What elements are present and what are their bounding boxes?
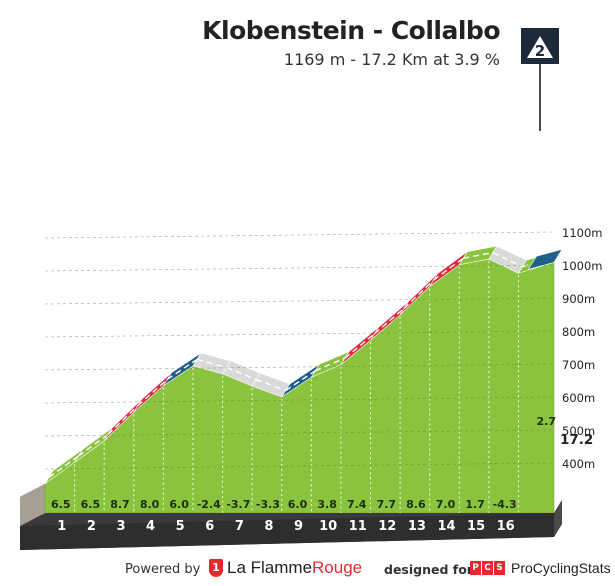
km-label: 4 xyxy=(146,519,155,534)
gradient-label: 7.0 xyxy=(436,498,456,511)
ribbon-centerline-14 xyxy=(433,257,464,281)
km-label: 5 xyxy=(176,519,185,534)
footer: Powered by 1 La FlammeRouge designed for… xyxy=(0,556,615,582)
profile-front-face xyxy=(44,258,555,514)
y-tick-label: 900m xyxy=(562,292,595,306)
ribbon-centerline-3 xyxy=(107,405,139,435)
km-label: 9 xyxy=(294,519,303,534)
gradient-label: 8.7 xyxy=(110,498,130,511)
pcs-letter-p: P xyxy=(470,561,481,575)
labels-layer: 400m 500m 600m 700m 800m 900m 1000m 1100m 6.5 6.5… xyxy=(51,28,602,534)
gradient-label: -3.7 xyxy=(226,498,250,511)
profile-layer xyxy=(20,245,563,550)
ribbon-centerline-6 xyxy=(196,358,227,369)
ribbon-centerline-10 xyxy=(315,357,346,372)
altitude-gridline-700 xyxy=(44,363,555,371)
profile-left-side xyxy=(20,483,45,526)
altitude-gridline-1100 xyxy=(44,231,555,239)
km-label: 16 xyxy=(497,519,515,534)
km-label: 15 xyxy=(467,519,485,534)
climb-category-number: 2 xyxy=(535,42,545,60)
pcs-letter-s: S xyxy=(494,561,505,575)
gradient-label: -4.3 xyxy=(493,498,517,511)
altitude-gridline-900 xyxy=(44,297,555,305)
gradient-label: 3.8 xyxy=(317,498,337,511)
la-flamme-rouge-logo[interactable]: 1 La FlammeRouge xyxy=(209,558,362,578)
gradient-label: 8.0 xyxy=(140,498,160,511)
final-km-label: 17.2 xyxy=(560,432,593,448)
y-tick-label: 500m xyxy=(562,424,595,438)
ribbon-centerline-8 xyxy=(255,378,286,392)
gradient-label: 7.4 xyxy=(347,498,367,511)
altitude-gridline-500 xyxy=(44,429,555,437)
km-label: 8 xyxy=(264,519,273,534)
ribbon-centerline-2 xyxy=(78,433,109,457)
ribbon-centerline-4 xyxy=(137,378,168,407)
altitude-gridline-800 xyxy=(44,330,555,338)
altitude-gridline-1000 xyxy=(44,264,555,272)
gradient-label: -2.4 xyxy=(197,498,221,511)
km-label: 7 xyxy=(235,519,244,534)
la-flamme-rouge-name: La FlammeRouge xyxy=(227,558,362,578)
gradient-label: 6.0 xyxy=(169,498,189,511)
ribbon-centerline-5 xyxy=(166,358,198,380)
y-tick-label: 800m xyxy=(562,325,595,339)
gridlines xyxy=(44,231,555,513)
km-base-front xyxy=(20,513,554,550)
km-label: 6 xyxy=(205,519,214,534)
y-tick-label: 400m xyxy=(562,457,595,471)
km-base-side xyxy=(554,500,562,537)
gradient-label: 6.0 xyxy=(288,498,308,511)
ribbon-centerline-16 xyxy=(492,251,523,268)
procyclingstats-name: ProCyclingStats xyxy=(511,560,611,576)
km-label: 14 xyxy=(437,519,455,534)
km-label: 13 xyxy=(408,519,426,534)
altitude-gridline-400 xyxy=(44,462,555,470)
km-label: 3 xyxy=(116,519,125,534)
y-tick-label: 700m xyxy=(562,358,595,372)
chart-title: Klobenstein - Collalbo xyxy=(202,16,500,45)
gradient-label: 2.7 xyxy=(536,415,556,428)
gradient-label: 7.7 xyxy=(377,498,397,511)
gradient-label: 1.7 xyxy=(465,498,485,511)
ribbon-centerline-1 xyxy=(48,455,80,478)
mountain-triangle-icon xyxy=(527,36,553,58)
procyclingstats-logo[interactable]: P C S ProCyclingStats xyxy=(470,560,611,576)
ribbon-centerline-11 xyxy=(344,333,375,359)
ribbon-centerline-9 xyxy=(285,370,316,392)
ribbon-centerline-12 xyxy=(374,307,405,335)
ribbon-centerline-13 xyxy=(403,279,435,309)
gradient-label: 6.5 xyxy=(81,498,101,511)
pcs-letter-c: C xyxy=(482,561,493,575)
designed-for-label: designed for xyxy=(384,562,473,577)
powered-by-label: Powered by xyxy=(125,562,201,577)
km-label: 1 xyxy=(57,519,66,534)
y-tick-label: 600m xyxy=(562,391,595,405)
y-tick-label: 1000m xyxy=(562,259,602,273)
km-label: 11 xyxy=(349,519,367,534)
flamme-rouge-icon: 1 xyxy=(209,559,223,577)
chart-subtitle: 1169 m - 17.2 Km at 3.9 % xyxy=(283,50,500,69)
km-label: 10 xyxy=(319,519,337,534)
km-label: 12 xyxy=(378,519,396,534)
altitude-gridline-600 xyxy=(44,396,555,404)
lfr-name-part-a: La Flamme xyxy=(227,558,313,577)
gradient-label: 8.6 xyxy=(406,498,426,511)
y-tick-label: 1100m xyxy=(562,226,602,240)
lfr-name-part-b: Rouge xyxy=(312,558,363,577)
ribbon-centerline-7 xyxy=(226,366,257,381)
gradient-label: 6.5 xyxy=(51,498,71,511)
ribbon-centerline-15 xyxy=(463,251,494,259)
finish-segment xyxy=(527,248,563,270)
gradient-label: -3.3 xyxy=(256,498,280,511)
km-label: 2 xyxy=(87,519,96,534)
